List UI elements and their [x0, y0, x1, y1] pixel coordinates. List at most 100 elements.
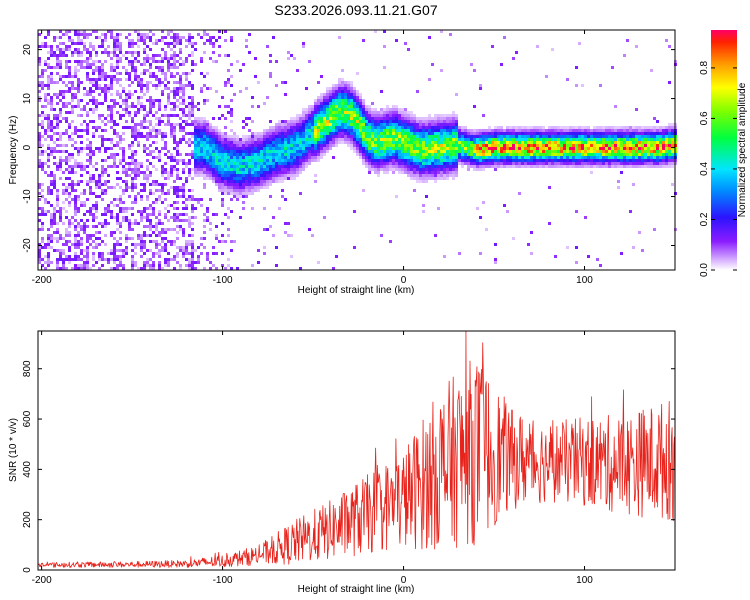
heatmap-cell — [170, 204, 173, 207]
heatmap-cell — [380, 162, 383, 165]
heatmap-cell — [344, 84, 347, 87]
heatmap-cell — [185, 39, 188, 42]
heatmap-cell — [188, 123, 191, 126]
heatmap-cell — [371, 162, 374, 165]
heatmap-cell — [338, 99, 341, 102]
heatmap-cell — [578, 159, 581, 162]
heatmap-cell — [509, 165, 512, 168]
heatmap-cell — [404, 126, 407, 129]
heatmap-cell — [602, 138, 605, 141]
heatmap-cell — [557, 138, 560, 141]
heatmap-cell — [251, 162, 254, 165]
heatmap-cell — [251, 189, 254, 192]
heatmap-cell — [368, 165, 371, 168]
heatmap-cell — [227, 153, 230, 156]
heatmap-cell — [170, 156, 173, 159]
heatmap-cell — [233, 240, 236, 243]
heatmap-cell — [245, 87, 248, 90]
heatmap-cell — [263, 165, 266, 168]
heatmap-cell — [554, 159, 557, 162]
heatmap-cell — [44, 84, 47, 87]
heatmap-cell — [269, 54, 272, 57]
heatmap-cell — [422, 156, 425, 159]
heatmap-cell — [446, 147, 449, 150]
heatmap-cell — [77, 231, 80, 234]
heatmap-cell — [92, 252, 95, 255]
heatmap-cell — [182, 252, 185, 255]
heatmap-cell — [68, 234, 71, 237]
heatmap-cell — [521, 135, 524, 138]
heatmap-cell — [134, 78, 137, 81]
heatmap-cell — [299, 165, 302, 168]
heatmap-cell — [266, 144, 269, 147]
heatmap-cell — [515, 138, 518, 141]
heatmap-cell — [107, 84, 110, 87]
heatmap-cell — [611, 144, 614, 147]
heatmap-cell — [617, 180, 620, 183]
heatmap-cell — [221, 240, 224, 243]
heatmap-cell — [128, 75, 131, 78]
heatmap-cell — [89, 186, 92, 189]
heatmap-cell — [587, 141, 590, 144]
heatmap-cell — [383, 129, 386, 132]
heatmap-cell — [212, 213, 215, 216]
heatmap-cell — [140, 39, 143, 42]
heatmap-cell — [71, 132, 74, 135]
heatmap-cell — [161, 30, 164, 33]
heatmap-cell — [77, 255, 80, 258]
heatmap-cell — [413, 123, 416, 126]
heatmap-cell — [77, 264, 80, 267]
heatmap-cell — [323, 114, 326, 117]
heatmap-cell — [275, 153, 278, 156]
heatmap-cell — [50, 135, 53, 138]
heatmap-cell — [377, 129, 380, 132]
heatmap-cell — [554, 138, 557, 141]
heatmap-cell — [209, 159, 212, 162]
heatmap-cell — [134, 243, 137, 246]
heatmap-cell — [224, 39, 227, 42]
heatmap-cell — [179, 51, 182, 54]
heatmap-cell — [203, 51, 206, 54]
heatmap-cell — [407, 120, 410, 123]
heatmap-cell — [449, 33, 452, 36]
heatmap-cell — [575, 210, 578, 213]
heatmap-cell — [446, 153, 449, 156]
heatmap-cell — [500, 159, 503, 162]
heatmap-cell — [584, 129, 587, 132]
heatmap-cell — [173, 60, 176, 63]
heatmap-cell — [512, 153, 515, 156]
heatmap-cell — [137, 267, 140, 270]
heatmap-cell — [446, 132, 449, 135]
heatmap-cell — [257, 159, 260, 162]
heatmap-cell — [239, 147, 242, 150]
heatmap-cell — [50, 183, 53, 186]
heatmap-cell — [614, 126, 617, 129]
heatmap-cell — [344, 87, 347, 90]
heatmap-cell — [350, 108, 353, 111]
heatmap-cell — [533, 129, 536, 132]
heatmap-cell — [263, 228, 266, 231]
heatmap-cell — [539, 162, 542, 165]
heatmap-cell — [86, 138, 89, 141]
heatmap-cell — [227, 162, 230, 165]
heatmap-cell — [173, 165, 176, 168]
heatmap-cell — [50, 78, 53, 81]
heatmap-cell — [221, 264, 224, 267]
heatmap-cell — [80, 33, 83, 36]
heatmap-cell — [104, 258, 107, 261]
heatmap-cell — [41, 225, 44, 228]
heatmap-cell — [623, 135, 626, 138]
heatmap-cell — [353, 246, 356, 249]
heatmap-cell — [461, 129, 464, 132]
heatmap-cell — [116, 198, 119, 201]
heatmap-cell — [302, 126, 305, 129]
heatmap-cell — [128, 144, 131, 147]
heatmap-cell — [308, 132, 311, 135]
heatmap-cell — [545, 147, 548, 150]
heatmap-cell — [116, 141, 119, 144]
heatmap-cell — [254, 153, 257, 156]
heatmap-cell — [449, 153, 452, 156]
heatmap-cell — [476, 147, 479, 150]
heatmap-cell — [575, 129, 578, 132]
heatmap-cell — [167, 117, 170, 120]
